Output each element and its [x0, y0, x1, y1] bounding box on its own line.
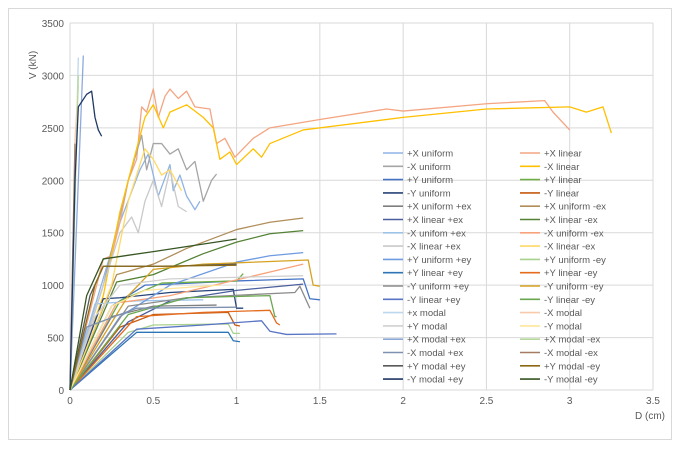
y-tick-label: 2500 — [42, 124, 65, 135]
x-tick-label: 2.5 — [479, 396, 493, 407]
series-line — [69, 88, 571, 391]
series-line — [69, 55, 84, 391]
legend-label: -X modal +ex — [407, 348, 463, 359]
legend-label: -Y modal — [544, 321, 582, 332]
legend-label: -Y modal -ey — [544, 375, 598, 386]
legend-label: -X linear -ex — [544, 242, 595, 253]
series-line — [69, 229, 304, 391]
legend-label: -X modal -ex — [544, 348, 598, 359]
series-line — [69, 320, 337, 391]
x-tick-label: 3 — [567, 396, 573, 407]
series-line — [69, 306, 237, 391]
series-line — [69, 104, 612, 391]
series-line — [69, 153, 201, 391]
series-line — [69, 90, 103, 391]
series-line — [69, 285, 311, 391]
legend-label: -X linear +ex — [407, 242, 461, 253]
legend-label: -Y linear +ey — [407, 295, 461, 306]
legend-label: +Y linear -ey — [544, 268, 598, 279]
x-tick-label: 3.5 — [646, 396, 660, 407]
chart-frame — [8, 8, 672, 440]
legend-label: +Y modal -ey — [544, 361, 600, 372]
series-line — [69, 331, 241, 391]
series-line — [69, 148, 183, 391]
legend-label: +Y uniform +ey — [407, 255, 472, 266]
legend-label: -X unifom +ex — [407, 228, 466, 239]
x-tick-label: 2 — [400, 396, 406, 407]
y-tick-label: 0 — [58, 386, 64, 397]
legend-label: +X linear +ex — [407, 215, 463, 226]
legend-label: +Y modal +ey — [407, 361, 466, 372]
series-line — [69, 323, 240, 391]
legend-label: +X uniform — [407, 149, 453, 160]
legend-label: +x modal — [407, 308, 446, 319]
series-line — [69, 294, 277, 391]
y-tick-label: 500 — [47, 334, 64, 345]
x-tick-label: 1 — [234, 396, 240, 407]
y-tick-label: 1500 — [42, 229, 65, 240]
legend-label: +X uniform -ex — [544, 202, 606, 213]
series-line — [69, 304, 217, 391]
legend-label: -Y linear — [544, 188, 579, 199]
legend-label: -Y linear -ey — [544, 295, 595, 306]
series-line — [69, 217, 304, 391]
legend-label: -X modal — [544, 308, 582, 319]
legend-label: +Y linear +ey — [407, 268, 463, 279]
x-axis-label: D (cm) — [635, 411, 665, 422]
y-axis-label: V (kN) — [28, 51, 39, 79]
series-line — [69, 309, 281, 391]
y-tick-label: 2000 — [42, 176, 65, 187]
legend-label: +X linear -ex — [544, 215, 598, 226]
legend-label: +X modal -ex — [544, 335, 600, 346]
series-line — [69, 251, 304, 391]
legend-label: +Y uniform — [407, 175, 453, 186]
legend-label: +Y modal — [407, 321, 447, 332]
legend-label: +Y uniform -ey — [544, 255, 606, 266]
legend-label: -X uniform — [407, 162, 451, 173]
x-tick-label: 0.5 — [146, 396, 160, 407]
y-tick-label: 3500 — [42, 19, 65, 30]
legend-label: -Y uniform -ey — [544, 282, 604, 293]
series-line — [69, 238, 237, 391]
series-line — [69, 263, 304, 391]
legend-label: +X uniform +ex — [407, 202, 472, 213]
series-line — [69, 275, 304, 391]
legend-label: -Y modal +ey — [407, 375, 463, 386]
legend-label: -Y uniform +ey — [407, 282, 469, 293]
legend-label: -Y uniform — [407, 188, 451, 199]
series-line — [69, 264, 237, 391]
legend-label: -X uniform -ex — [544, 228, 604, 239]
x-tick-label: 0 — [67, 396, 73, 407]
legend-label: +Y linear — [544, 175, 582, 186]
y-tick-label: 1000 — [42, 281, 65, 292]
legend-label: -X linear — [544, 162, 579, 173]
legend-label: +X modal +ex — [407, 335, 466, 346]
y-tick-label: 3000 — [42, 71, 65, 82]
series-line — [69, 169, 187, 391]
series-line — [69, 284, 220, 391]
legend-label: +X linear — [544, 149, 582, 160]
series-line — [69, 259, 320, 391]
series-line — [69, 288, 244, 391]
x-tick-label: 1.5 — [313, 396, 327, 407]
